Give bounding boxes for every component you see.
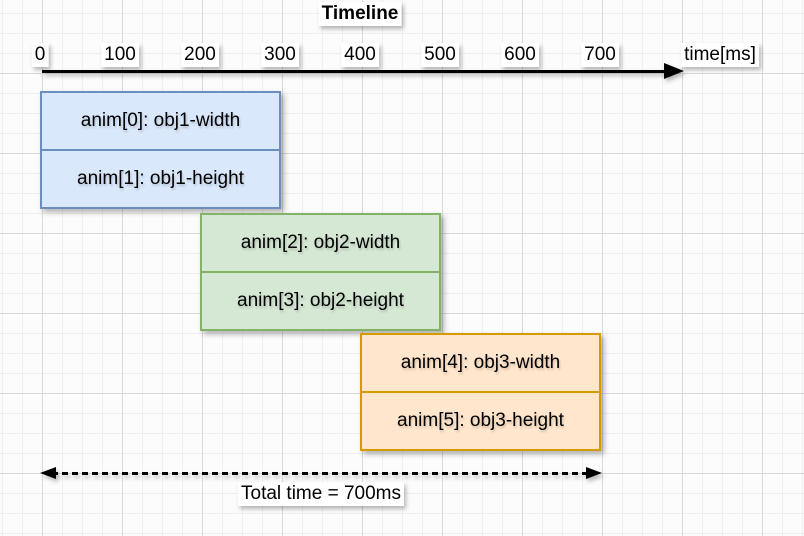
total-time-label: Total time = 700ms — [238, 482, 404, 506]
timeline-bar: anim[2]: obj2-width — [200, 213, 441, 273]
timeline-bar-label: anim[1]: obj1-height — [77, 168, 244, 189]
axis-tick-label: 400 — [341, 43, 379, 67]
axis-line — [42, 70, 666, 73]
timeline-group-obj1: anim[0]: obj1-width anim[1]: obj1-height — [40, 91, 281, 209]
timeline-group-obj2: anim[2]: obj2-width anim[3]: obj2-height — [200, 213, 441, 331]
timeline-bar-label: anim[4]: obj3-width — [400, 352, 561, 373]
axis-tick-label: 700 — [581, 43, 619, 67]
total-arrow-right-head-icon — [586, 467, 602, 479]
timeline-bar-label: anim[3]: obj2-height — [237, 290, 404, 311]
axis-tick-label: 600 — [501, 43, 539, 67]
total-arrow-line — [52, 472, 590, 475]
timeline-bar: anim[0]: obj1-width — [40, 91, 281, 151]
timeline-bar-label: anim[0]: obj1-width — [80, 110, 241, 131]
axis-tick-label: 300 — [261, 43, 299, 67]
axis-tick-label: 500 — [421, 43, 459, 67]
axis-tick-label: 100 — [101, 43, 139, 67]
timeline-group-obj3: anim[4]: obj3-width anim[5]: obj3-height — [360, 333, 601, 451]
timeline-bar: anim[4]: obj3-width — [360, 333, 601, 393]
total-arrow — [40, 466, 602, 481]
timeline-bar: anim[5]: obj3-height — [360, 391, 601, 451]
axis-arrowhead-icon — [664, 63, 684, 79]
timeline-bar: anim[1]: obj1-height — [40, 149, 281, 209]
total-arrow-left-head-icon — [40, 467, 56, 479]
axis-tick-label: 0 — [31, 43, 49, 67]
diagram-title: Timeline — [318, 2, 402, 26]
timeline-bar: anim[3]: obj2-height — [200, 271, 441, 331]
axis-tick-label: 200 — [181, 43, 219, 67]
axis-unit-label: time[ms] — [681, 43, 759, 67]
timeline-bar-label: anim[2]: obj2-width — [240, 232, 401, 253]
timeline-bar-label: anim[5]: obj3-height — [397, 410, 564, 431]
